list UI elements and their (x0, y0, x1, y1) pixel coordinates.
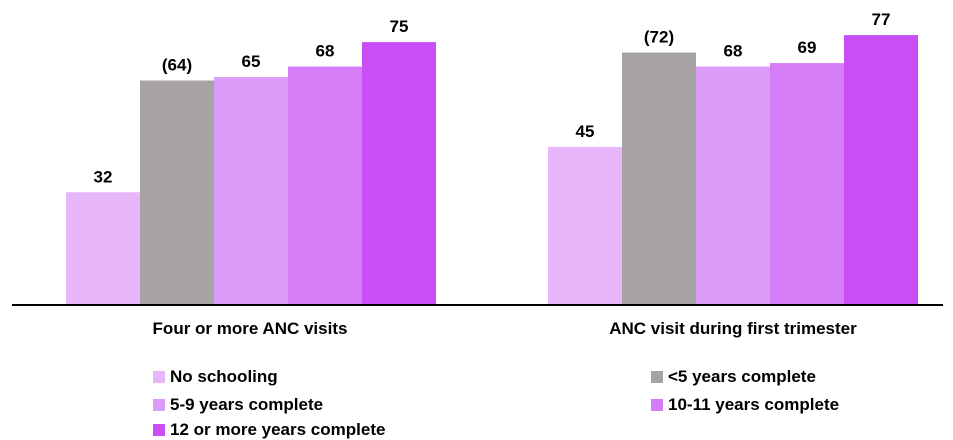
value-label-12-or-more-years-complete-anc-visit-during-first-trimester: 77 (872, 10, 891, 29)
bar-12-or-more-years-complete-anc-visit-during-first-trimester (844, 35, 918, 305)
legend-swatch-no-schooling (153, 371, 165, 383)
bars-layer (66, 35, 918, 305)
bar-no-schooling-four-or-more-anc-visits (66, 192, 140, 304)
bar-10-11-years-complete-anc-visit-during-first-trimester (770, 63, 844, 304)
legend-item-12-plus-years: 12 or more years complete (153, 420, 385, 440)
value-label-10-11-years-complete-four-or-more-anc-visits: 68 (316, 42, 335, 61)
legend-item-no-schooling: No schooling (153, 367, 278, 387)
legend-item-5-9-years: 5-9 years complete (153, 395, 323, 415)
bar-5-years-complete-four-or-more-anc-visits (140, 80, 214, 305)
value-label-5-years-complete-anc-visit-during-first-trimester: (72) (644, 28, 674, 47)
legend-label-12-plus-years: 12 or more years complete (170, 420, 386, 439)
bar-12-or-more-years-complete-four-or-more-anc-visits (362, 42, 436, 304)
bar-5-years-complete-anc-visit-during-first-trimester (622, 52, 696, 304)
value-label-10-11-years-complete-anc-visit-during-first-trimester: 69 (798, 38, 817, 57)
category-label-anc-first-trimester: ANC visit during first trimester (609, 319, 857, 338)
legend-item-under-5-years: <5 years complete (651, 367, 816, 387)
value-label-12-or-more-years-complete-four-or-more-anc-visits: 75 (390, 17, 409, 36)
legend-swatch-5-9-years (153, 399, 165, 411)
legend-swatch-10-11-years (651, 399, 663, 411)
bar-no-schooling-anc-visit-during-first-trimester (548, 146, 622, 304)
value-label-5-9-years-complete-four-or-more-anc-visits: 65 (242, 52, 261, 71)
legend-label-5-9-years: 5-9 years complete (170, 395, 324, 414)
bar-5-9-years-complete-four-or-more-anc-visits (214, 77, 288, 305)
value-label-no-schooling-anc-visit-during-first-trimester: 45 (576, 122, 595, 141)
value-label-no-schooling-four-or-more-anc-visits: 32 (94, 167, 113, 186)
legend-item-10-11-years: 10-11 years complete (651, 395, 839, 415)
legend-label-under-5-years: <5 years complete (668, 367, 816, 386)
legend-swatch-under-5-years (651, 371, 663, 383)
legend-swatch-12-plus-years (153, 424, 165, 436)
value-labels-layer: 32 (64) 65 68 75 45 (72) 68 69 77 (94, 10, 891, 186)
legend-label-10-11-years: 10-11 years complete (668, 395, 840, 414)
legend-label-no-schooling: No schooling (170, 367, 278, 386)
value-label-5-years-complete-four-or-more-anc-visits: (64) (162, 56, 192, 75)
bar-10-11-years-complete-four-or-more-anc-visits (288, 66, 362, 304)
value-label-5-9-years-complete-anc-visit-during-first-trimester: 68 (724, 42, 743, 61)
category-label-four-or-more-anc-visits: Four or more ANC visits (153, 319, 348, 338)
bar-5-9-years-complete-anc-visit-during-first-trimester (696, 66, 770, 304)
